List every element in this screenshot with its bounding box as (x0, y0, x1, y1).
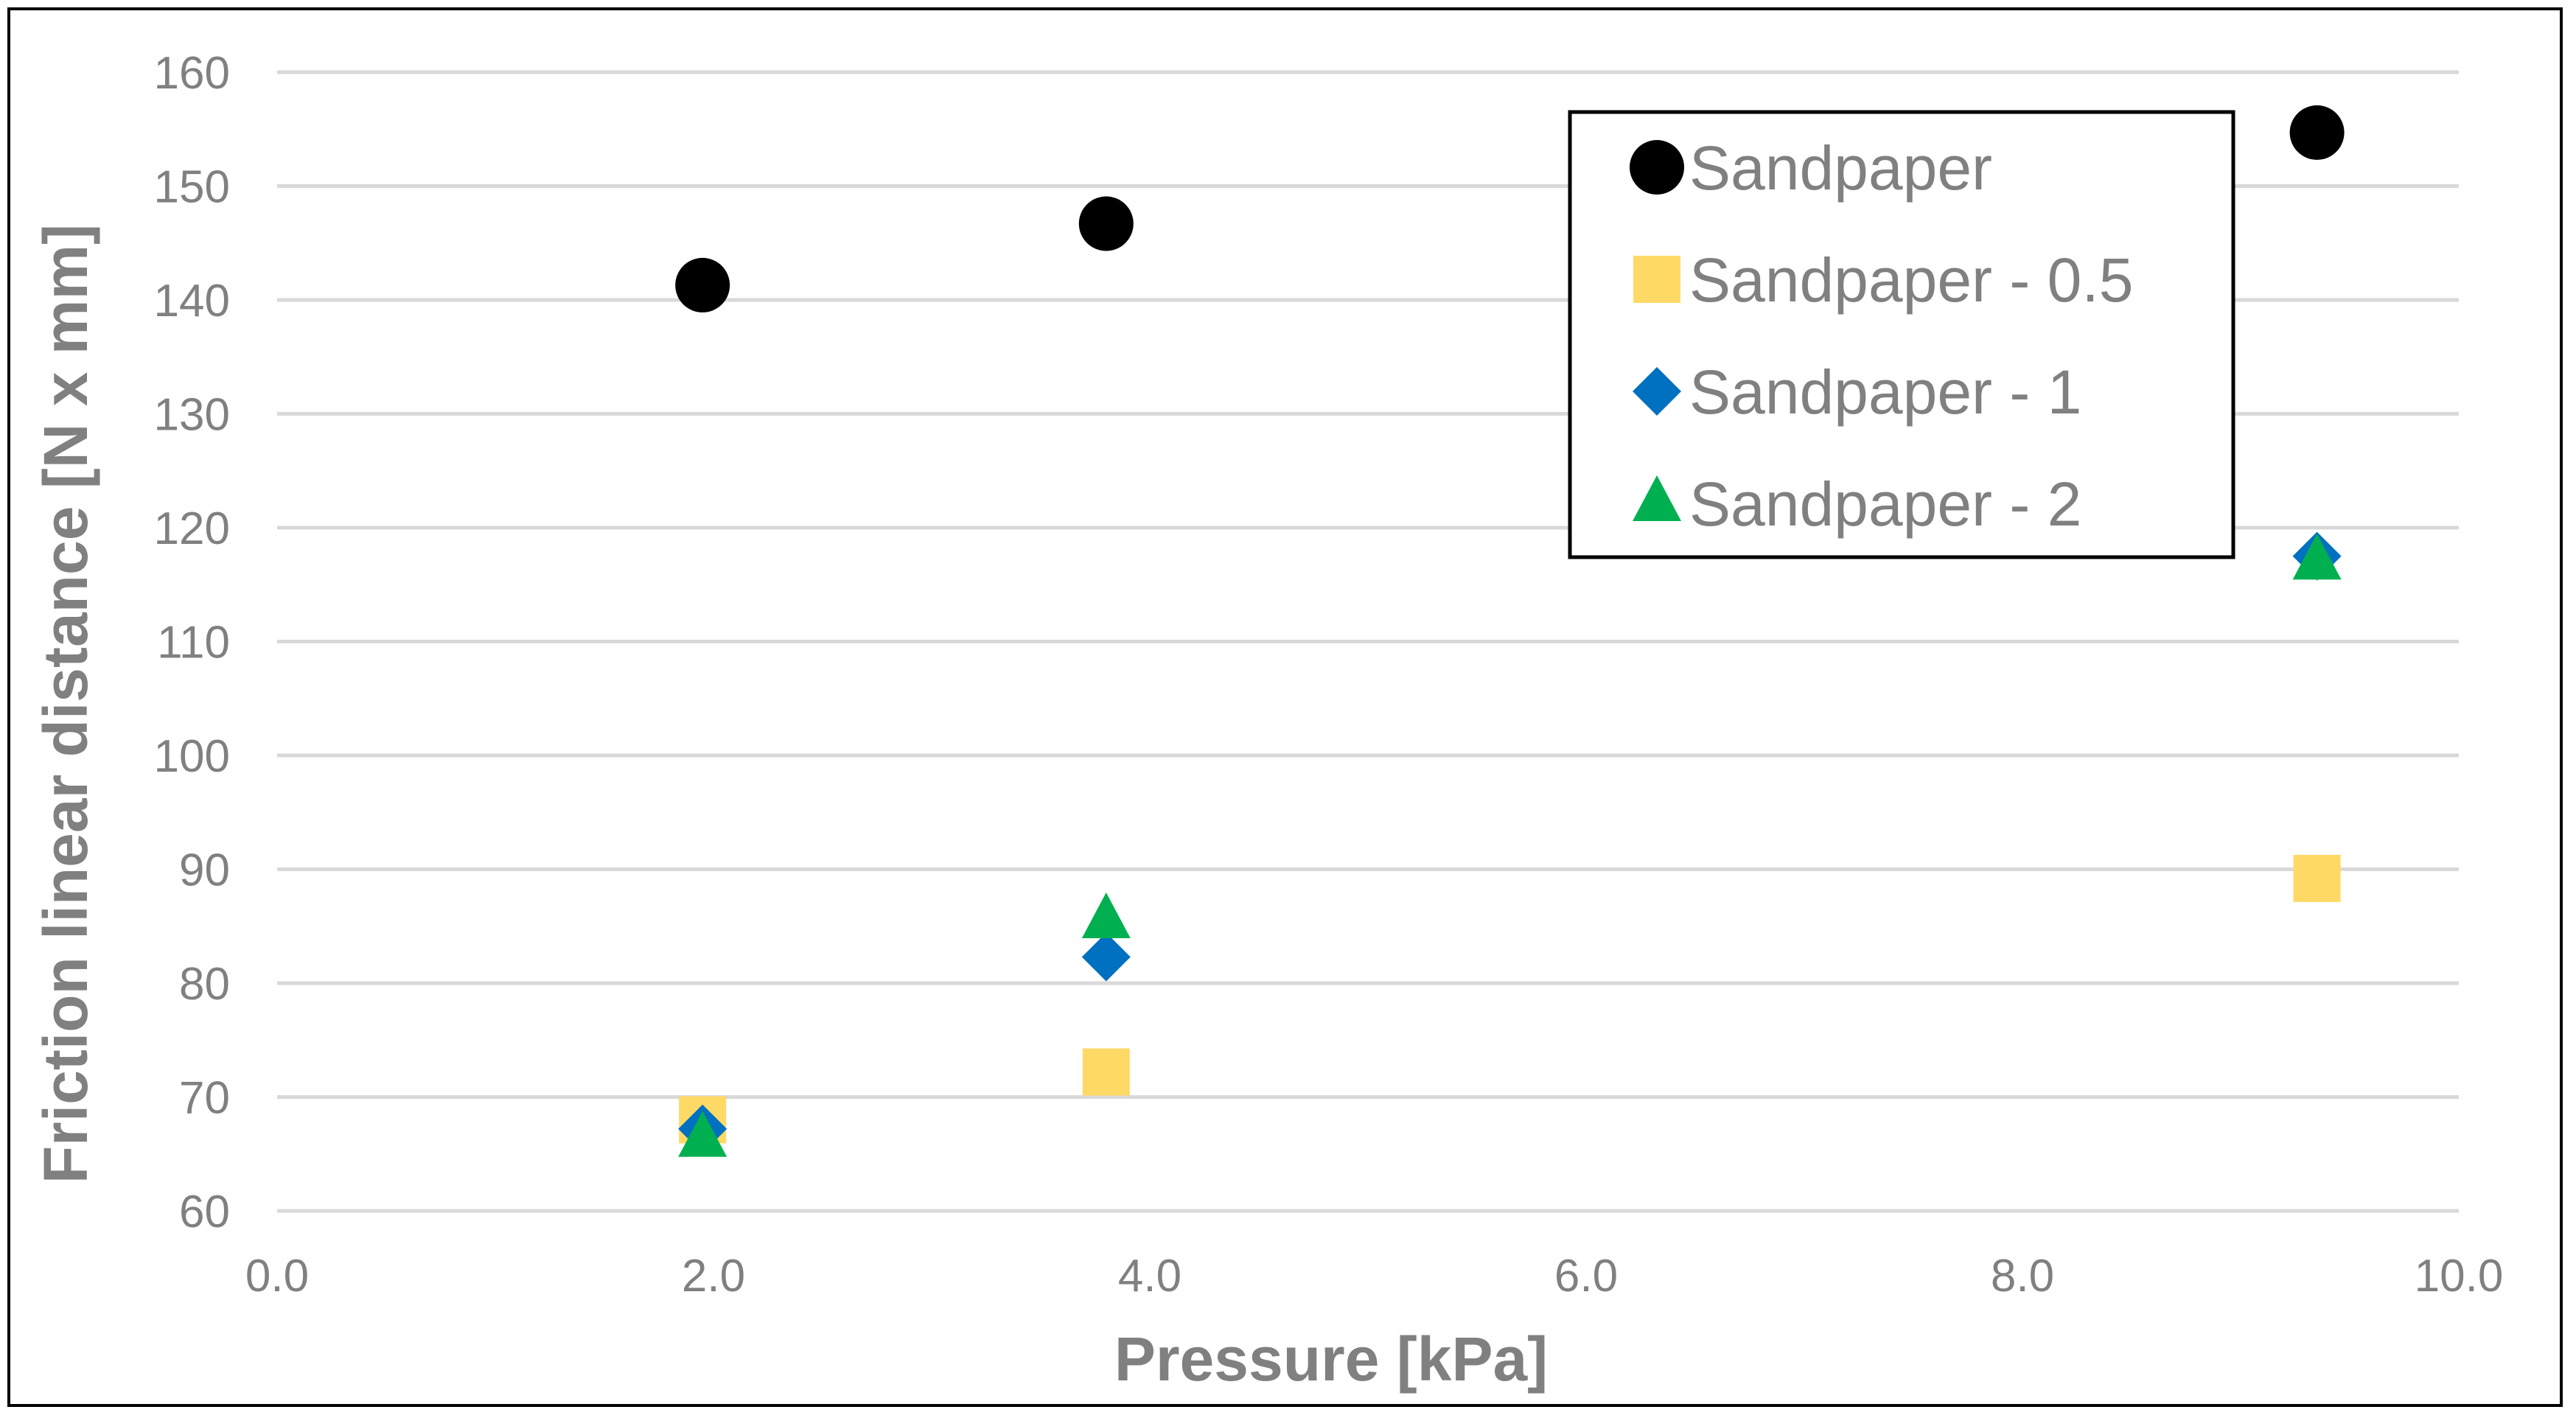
series-3 (678, 534, 2342, 1157)
legend-label: Sandpaper - 1 (1689, 357, 2081, 427)
y-tick-label: 120 (154, 503, 230, 554)
legend-label: Sandpaper - 0.5 (1689, 245, 2133, 315)
data-point-circle (1078, 196, 1134, 251)
legend-box (1568, 110, 2235, 559)
legend-marker-diamond (1633, 367, 1681, 416)
data-point-square (2293, 854, 2341, 902)
x-tick-label: 10.0 (2415, 1251, 2504, 1302)
x-axis-title: Pressure [kPa] (1114, 1324, 1548, 1394)
data-point-triangle (1081, 893, 1131, 939)
x-tick-label: 4.0 (1118, 1251, 1181, 1302)
x-tick-label: 8.0 (1991, 1251, 2054, 1302)
y-tick-label: 90 (179, 845, 230, 896)
data-point-square (1082, 1048, 1130, 1096)
y-tick-label: 130 (154, 390, 230, 441)
data-point-triangle (678, 1111, 727, 1157)
legend-marker-square (1633, 256, 1680, 303)
series-1 (679, 854, 2341, 1144)
legend-label: Sandpaper - 2 (1689, 469, 2081, 539)
data-point-diamond (1081, 932, 1131, 982)
data-point-circle (2289, 105, 2345, 160)
x-tick-label: 0.0 (245, 1251, 309, 1302)
y-tick-label: 70 (179, 1073, 230, 1124)
x-tick-label: 2.0 (682, 1251, 745, 1302)
legend-marker-circle (1630, 140, 1684, 195)
y-tick-label: 160 (154, 48, 230, 99)
data-point-circle (675, 257, 730, 312)
x-tick-label: 6.0 (1554, 1251, 1618, 1302)
y-tick-label: 150 (154, 162, 230, 213)
y-tick-label: 80 (179, 959, 230, 1010)
y-axis-title: Friction linear distance [N x mm] (31, 224, 100, 1184)
data-point-triangle (2292, 534, 2342, 580)
legend-label: Sandpaper (1689, 133, 1992, 203)
y-tick-label: 140 (154, 276, 230, 326)
series-0 (675, 105, 2345, 312)
data-points (675, 105, 2345, 1157)
legend-marker-triangle (1633, 475, 1681, 521)
tick-labels: 60 70 80 90 100 110 120 130 140 150 160 0.0 2.0 4.0 6.… (154, 48, 2504, 1302)
series-2 (678, 531, 2342, 1153)
legend: Sandpaper Sandpaper - 0.5 Sandpaper - 1 San… (1568, 110, 2235, 559)
y-tick-label: 60 (179, 1187, 230, 1237)
y-tick-label: 100 (154, 731, 230, 782)
y-tick-label: 110 (157, 618, 230, 668)
